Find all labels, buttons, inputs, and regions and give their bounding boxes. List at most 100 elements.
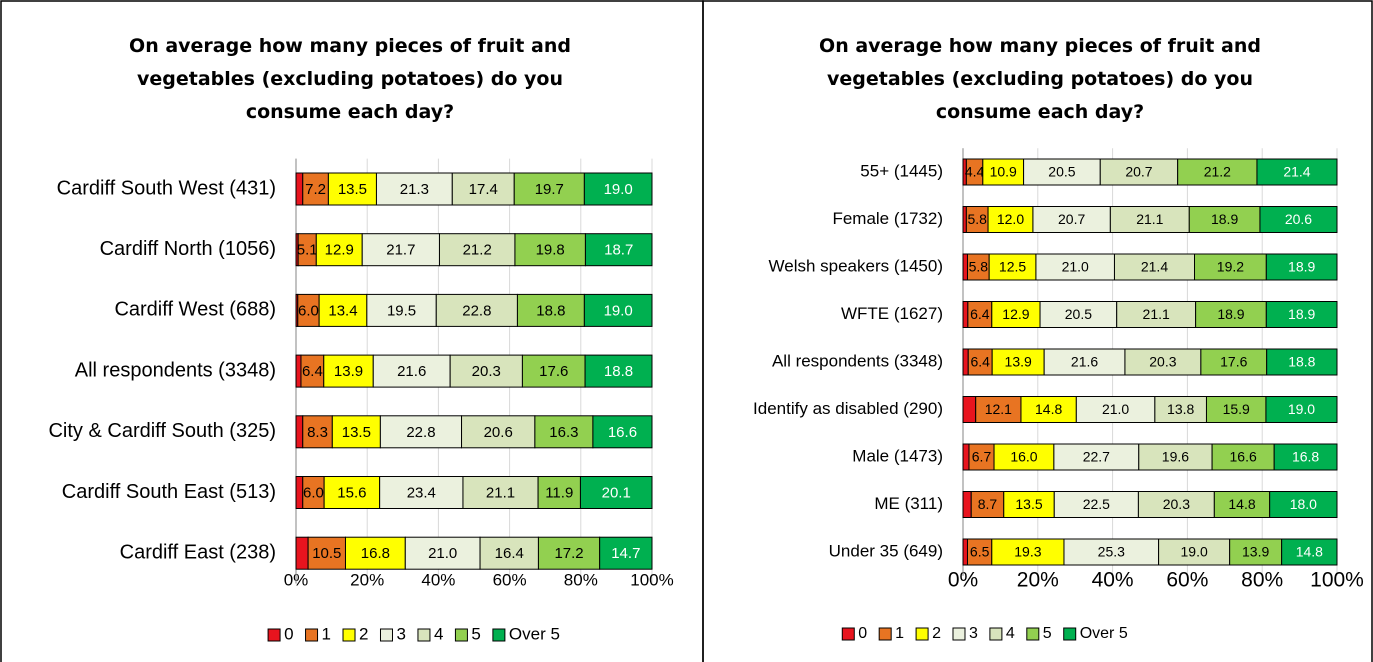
data-label: 6.5 [970,544,990,560]
data-label: 14.8 [1228,496,1255,512]
bar-segment [331,415,381,449]
bar-segment [372,354,451,388]
bar-segment [534,415,594,449]
legend-swatch [1026,627,1040,641]
legend-label: 5 [1043,625,1052,642]
legend-label: 5 [471,624,480,643]
legend-label: Over 5 [509,624,560,643]
legend-swatch [342,628,356,642]
data-label: 17.2 [554,545,583,562]
data-label: 21.0 [428,545,457,562]
data-label: 6.0 [298,302,319,319]
data-label: 19.8 [536,242,565,259]
bar-segment [1265,253,1338,281]
data-label: 12.9 [1002,306,1029,322]
data-label: 17.4 [469,181,498,198]
legend-label: 2 [932,625,941,642]
chart-title: On average how many pieces of fruit and … [129,35,571,123]
bar-segment [295,536,309,570]
bar-segment [1266,348,1338,376]
bar-segment [1154,396,1207,423]
data-label: 20.7 [1058,211,1085,227]
category-label: 55+ (1445) [860,161,943,180]
bar-segment [1137,491,1215,518]
data-label: 21.6 [397,363,426,380]
panel-border [702,0,1373,662]
data-label: 16.8 [1292,449,1319,465]
bar-segment [962,253,968,281]
data-label: 19.6 [1162,449,1189,465]
x-tick-label: 100% [630,570,673,589]
legend-label: 1 [895,625,904,642]
bar-segment [438,233,516,267]
bar-segment [1265,396,1338,423]
category-label: Welsh speakers (1450) [769,256,944,275]
data-label: 12.1 [985,401,1012,417]
bar-segment [1269,491,1338,518]
bar-segment [302,415,333,449]
bar-segment [962,538,968,566]
data-label: 19.5 [387,302,416,319]
bar-segment [970,491,1005,518]
bar-segment [516,293,585,327]
bar-segment [1259,206,1338,233]
data-label: 5.1 [297,242,318,259]
data-label: 20.3 [472,363,501,380]
legend-swatch [952,627,966,641]
bar-segment [1177,158,1258,186]
bar-segment [1063,538,1160,566]
data-label: 20.3 [1163,496,1190,512]
bar-segment [1113,253,1196,281]
legend-label: 4 [1006,625,1015,642]
data-label: 21.2 [463,242,492,259]
data-label: 7.2 [305,181,326,198]
data-label: 6.4 [970,306,990,322]
data-label: 12.9 [325,242,354,259]
data-label: 16.4 [495,545,524,562]
data-label: 18.9 [1211,211,1238,227]
data-label: 19.0 [1181,544,1208,560]
bar-segment [968,443,995,471]
data-label: 19.0 [1288,401,1315,417]
data-label: 21.1 [1143,306,1170,322]
data-label: 13.9 [1242,544,1269,560]
data-label: 21.4 [1283,164,1310,180]
data-label: 8.7 [978,496,998,512]
data-label: 20.5 [1048,164,1075,180]
data-label: 21.7 [386,242,415,259]
category-label: Cardiff East (238) [120,541,276,563]
data-label: 19.3 [1014,544,1041,560]
legend-label: Over 5 [1080,625,1128,642]
bar-segment [295,354,302,388]
data-label: 19.0 [604,302,633,319]
bar-segment [323,354,374,388]
data-label: 17.6 [539,363,568,380]
bar-segment [479,536,539,570]
data-label: 18.9 [1288,259,1315,275]
bar-segment [583,172,653,206]
data-label: 11.9 [545,484,573,501]
data-label: 19.0 [604,181,633,198]
data-label: 20.6 [484,424,513,441]
data-label: 4.4 [965,164,985,180]
data-label: 17.6 [1220,354,1247,370]
category-label: Cardiff South East (513) [62,481,276,503]
data-label: 13.5 [338,181,367,198]
data-label: 13.8 [1167,401,1194,417]
data-label: 20.7 [1125,164,1152,180]
data-label: 10.9 [990,164,1017,180]
legend-swatch [417,628,431,642]
bar-segment [514,233,586,267]
data-label: 25.3 [1098,544,1125,560]
bar-segment [449,354,523,388]
category-label: Cardiff West (688) [114,299,276,321]
bar-segment [513,172,585,206]
data-label: 18.8 [536,302,565,319]
bar-segment [315,233,363,267]
data-label: 8.3 [307,424,328,441]
x-tick-label: 60% [493,570,527,589]
category-label: Cardiff North (1056) [100,238,276,260]
data-label: 14.8 [1035,401,1062,417]
data-label: 13.9 [1005,354,1032,370]
bar-segment [1281,538,1338,566]
